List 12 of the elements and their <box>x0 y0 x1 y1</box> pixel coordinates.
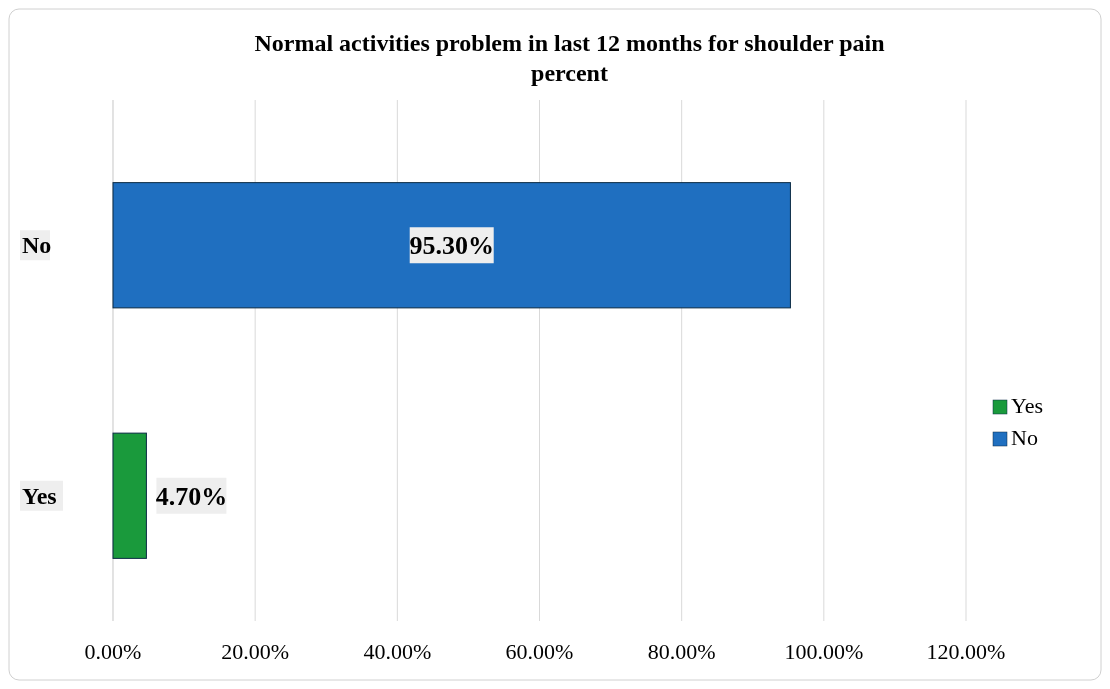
legend-label: Yes <box>1011 393 1044 418</box>
x-tick-label: 60.00% <box>505 639 574 664</box>
data-label: 4.70% <box>155 481 228 511</box>
x-tick-label: 80.00% <box>647 639 716 664</box>
data-label: 95.30% <box>409 231 494 261</box>
x-tick-label: 120.00% <box>926 639 1006 664</box>
chart-title: Normal activities problem in last 12 months for shoulder pain percent <box>254 30 885 86</box>
legend-label: No <box>1011 425 1038 450</box>
x-tick-label: 0.00% <box>84 639 142 664</box>
x-tick-label: 20.00% <box>221 639 290 664</box>
x-tick-label: 40.00% <box>363 639 432 664</box>
x-tick-label: 100.00% <box>784 639 864 664</box>
